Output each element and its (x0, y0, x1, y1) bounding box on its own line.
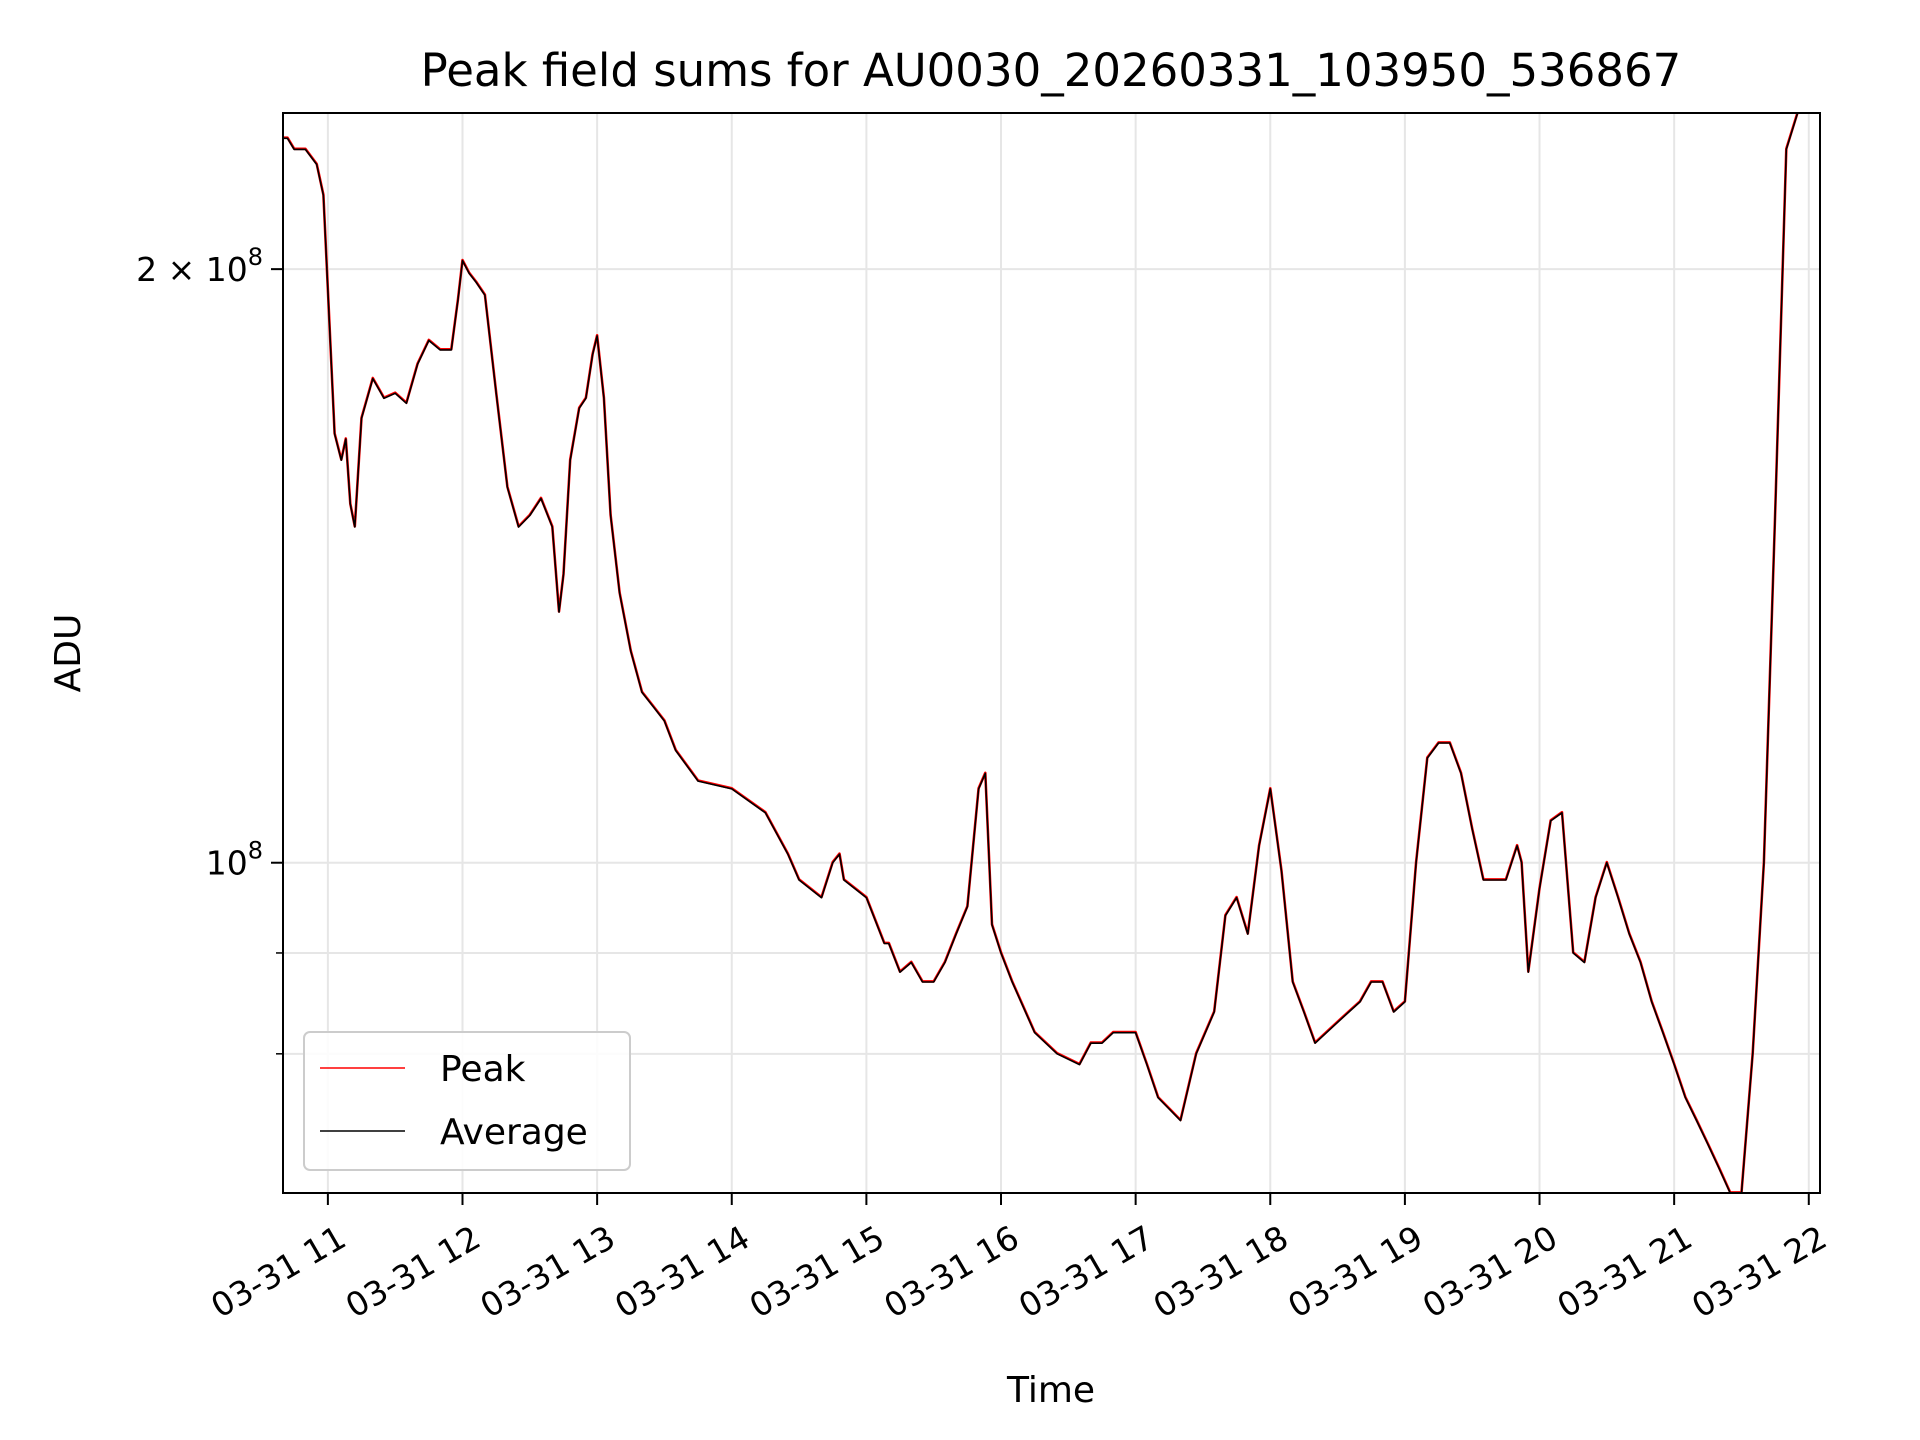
chart-title: Peak field sums for AU0030_20260331_1039… (421, 44, 1682, 97)
x-axis-label: Time (1006, 1370, 1095, 1411)
plot-frame (282, 112, 1821, 1194)
y-axis-label: ADU (48, 614, 89, 693)
legend-box (303, 1031, 631, 1171)
legend-label-average: Average (440, 1112, 588, 1153)
y-tick-label: 108 (206, 837, 263, 883)
series-layer (283, 113, 1799, 1193)
legend-label-peak: Peak (440, 1049, 526, 1090)
legend: Peak Average (303, 1031, 631, 1171)
grid (283, 113, 1820, 1193)
y-axis: 2 × 108 108 (136, 243, 283, 1055)
series-line-average (283, 113, 1799, 1193)
y-tick-label: 2 × 108 (136, 243, 263, 289)
